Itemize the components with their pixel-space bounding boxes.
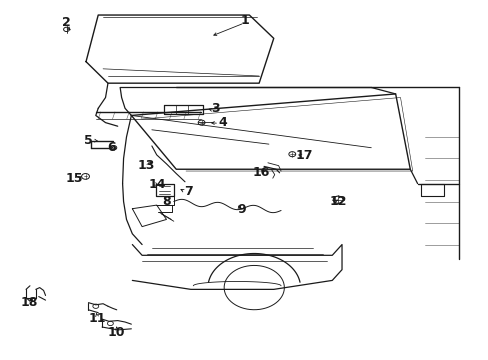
Text: 4: 4 xyxy=(218,116,226,129)
Text: 8: 8 xyxy=(162,195,170,208)
Text: 15: 15 xyxy=(66,172,83,185)
Text: 10: 10 xyxy=(108,326,125,339)
Text: 13: 13 xyxy=(137,159,154,172)
Text: 3: 3 xyxy=(210,103,219,116)
Text: 18: 18 xyxy=(20,296,38,309)
Text: 12: 12 xyxy=(329,195,346,208)
Text: 6: 6 xyxy=(107,141,116,154)
Text: 17: 17 xyxy=(295,149,312,162)
Text: 9: 9 xyxy=(237,203,246,216)
Text: 7: 7 xyxy=(183,185,192,198)
Text: 2: 2 xyxy=(62,17,71,30)
Text: 16: 16 xyxy=(252,166,270,179)
Text: 14: 14 xyxy=(149,178,166,191)
Text: 5: 5 xyxy=(84,134,93,147)
Text: 11: 11 xyxy=(88,311,106,325)
Text: 1: 1 xyxy=(240,14,248,27)
